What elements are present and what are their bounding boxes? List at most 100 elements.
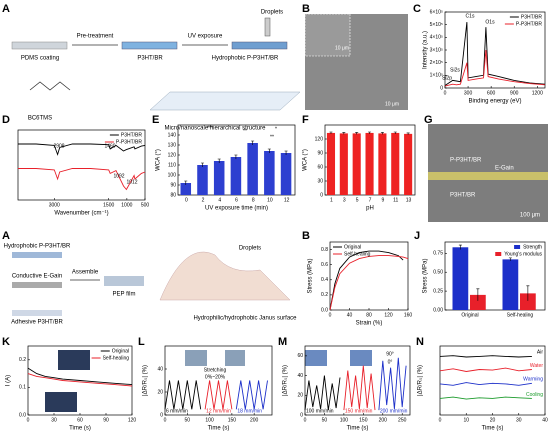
surface-label: Hydrophilic/hydrophobic Janus surface <box>193 316 297 322</box>
y-tick-label: 4×10⁵ <box>430 35 443 41</box>
substrate <box>11 41 68 50</box>
bar <box>404 133 413 195</box>
y-tick-label: 0.2 <box>19 357 26 363</box>
series-label: Cooling <box>526 392 543 398</box>
photo-inset <box>58 350 90 370</box>
annotation: *** <box>207 125 213 131</box>
photo-inset <box>185 350 207 366</box>
panel-label: A <box>2 3 10 15</box>
bar <box>180 183 192 195</box>
y-axis-label: Stress (MPa) <box>308 258 314 293</box>
y-tick-label: 60 <box>317 164 323 170</box>
plot-frame <box>444 241 546 311</box>
x-tick-label: 160 <box>404 312 413 318</box>
panel-label: B <box>302 230 310 242</box>
step-label: Pre-treatment <box>77 34 114 40</box>
series-line <box>444 49 546 87</box>
step-label: Droplets <box>261 10 283 16</box>
error-bar <box>476 288 480 301</box>
bar <box>213 161 225 195</box>
error-bar <box>234 154 238 159</box>
photo-inset <box>45 392 77 412</box>
step-label: Assemble <box>72 270 99 276</box>
panel-label: J <box>414 230 420 242</box>
x-tick-label: 1500 <box>103 202 114 208</box>
panel-label: L <box>138 336 145 348</box>
annotation: 90° <box>386 351 394 357</box>
x-tick-label: 3 <box>343 197 346 203</box>
y-tick-label: 40 <box>157 366 163 372</box>
layer-label: Conductive E-Gain <box>12 274 62 280</box>
annotation: 0° <box>388 359 393 365</box>
error-bar <box>284 150 288 155</box>
x-tick-label: 50 <box>322 417 328 423</box>
panel-label: A <box>2 230 10 242</box>
x-tick-label: 9 <box>381 197 384 203</box>
substrate <box>121 41 178 50</box>
bar <box>339 133 348 195</box>
y-tick-label: 2×10⁵ <box>430 60 443 66</box>
photo-inset <box>305 350 327 366</box>
series-line <box>18 143 146 156</box>
x-tick-label: 2 <box>202 197 205 203</box>
panel-label: B <box>302 3 310 15</box>
photo-inset <box>225 350 245 366</box>
series-label: 100 mm/min <box>306 408 334 414</box>
panel-label: N <box>416 336 424 348</box>
error-bar <box>368 131 372 134</box>
legend-label: P-P3HT/BR <box>116 139 143 145</box>
x-tick-label: 30 <box>51 417 57 423</box>
error-bar <box>393 131 397 134</box>
x-tick-label: 3000 <box>49 202 60 208</box>
series-line <box>27 373 133 387</box>
series-label: 12 mm/min <box>206 408 231 414</box>
layer-label: E-Gain <box>495 166 514 172</box>
series-line <box>378 357 407 411</box>
bar <box>197 165 208 195</box>
y-tick-label: 60 <box>297 353 303 359</box>
error-bar <box>526 285 530 301</box>
x-axis-label: pH <box>366 206 374 212</box>
x-tick-label: 120 <box>128 417 137 423</box>
x-tick-label: 600 <box>487 90 496 96</box>
y-tick-label: 0.6 <box>321 262 328 268</box>
x-tick-label: 0 <box>439 417 442 423</box>
legend-label: Strength <box>523 244 542 250</box>
bar <box>264 151 275 195</box>
panel-label: K <box>2 336 10 348</box>
annotation: Si2p <box>442 75 452 81</box>
substrate <box>231 41 288 50</box>
x-tick-label: 0 <box>329 312 332 318</box>
series-label: 150 mm/min <box>345 408 373 414</box>
series-line <box>444 22 546 86</box>
y-axis-label: Intensity (a.u.) <box>423 31 429 69</box>
series-line <box>164 380 202 410</box>
x-tick-label: 40 <box>347 312 353 318</box>
layer <box>12 310 62 316</box>
x-axis-label: Time (s) <box>347 426 369 432</box>
x-tick-label: 10 <box>267 197 273 203</box>
x-axis-label: Binding energy (eV) <box>468 99 521 105</box>
x-tick-label: 50 <box>185 417 191 423</box>
step-label: Hydrophobic P-P3HT/BR <box>212 56 279 62</box>
error-bar <box>342 132 346 135</box>
x-tick-label: 10 <box>463 417 469 423</box>
series-label: Water <box>530 363 543 369</box>
x-tick-label: 200 <box>379 417 388 423</box>
series-line <box>235 380 268 410</box>
e-gain-band <box>428 172 548 180</box>
y-tick-label: 0 <box>160 412 163 418</box>
legend-label: Young's modulus <box>504 251 542 257</box>
legend-label: P3HT/BR <box>521 14 543 20</box>
y-tick-label: 0.0 <box>321 307 328 313</box>
x-tick-label: 60 <box>77 417 83 423</box>
y-tick-label: 0.0 <box>19 412 26 418</box>
error-bar <box>458 244 462 250</box>
y-tick-label: 0.4 <box>321 277 328 283</box>
x-tick-label: 0 <box>304 417 307 423</box>
structure-label: Micro/nanoscale hierarchical structure <box>164 126 266 132</box>
layer-label: P3HT/BR <box>450 193 476 199</box>
error-bar <box>217 158 221 163</box>
x-tick-label: 250 <box>398 417 407 423</box>
y-tick-label: 0.8 <box>321 247 328 253</box>
